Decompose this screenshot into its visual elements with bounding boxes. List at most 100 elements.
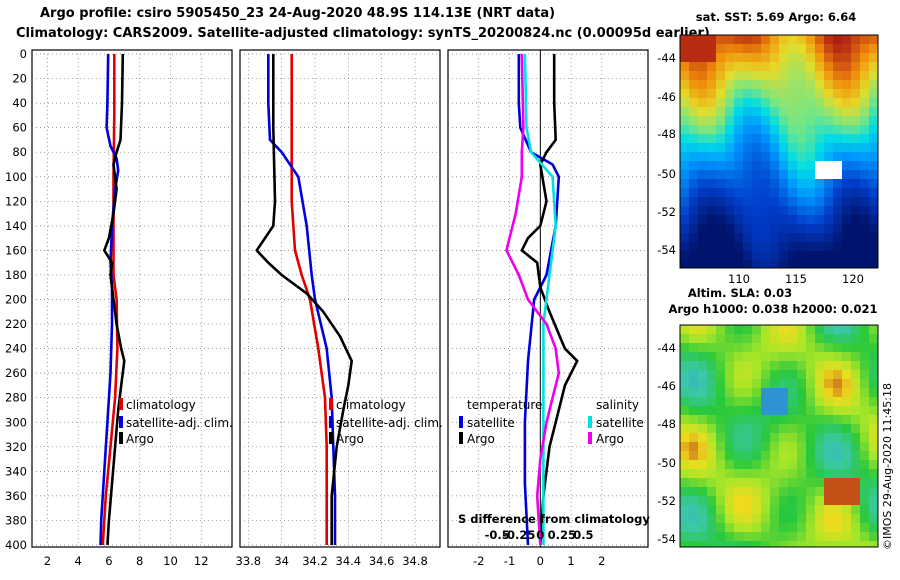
sla-map-cell [860,514,869,523]
sla-map-cell [716,487,725,496]
sst-map-cell [734,35,743,44]
sst-map-cell [869,143,878,152]
figure-title-line2: Climatology: CARS2009. Satellite-adjuste… [16,26,710,41]
sst-map-cell [779,260,788,268]
sst-map-cell [833,224,842,233]
sst-map-cell [806,242,815,251]
sst-map-cell [842,251,851,260]
sst-map-cell [770,188,779,197]
sla-map-cell [869,523,878,532]
sla-map-cell [770,379,779,388]
sla-map-cell [788,496,797,505]
sst-map-cell [797,197,806,206]
sst-map-cell [707,179,716,188]
sla-map-cell [680,433,689,442]
sla-map-cell [815,406,824,415]
sst-map-cell [833,125,842,134]
sla-map-cell [815,325,824,334]
sla-map-cell [680,352,689,361]
sst-map-cell [761,206,770,215]
sst-map-cell [716,242,725,251]
sst-map-cell [842,206,851,215]
sla-map-cell [824,523,833,532]
sst-map-cell [761,80,770,89]
sla-map-cell [743,505,752,514]
sla-map-cell [761,343,770,352]
depth-tick-label: 180 [5,268,27,282]
sla-map-cell [698,451,707,460]
sla-map-cell [752,397,761,406]
sla-map-cell [851,541,860,547]
sst-map-cell [788,197,797,206]
sst-map-cell [743,224,752,233]
sst-map-cell [743,170,752,179]
sst-map-cell [725,44,734,53]
xtick-label: -1 [504,554,515,568]
sst-map-cell [761,224,770,233]
sst-map-cell [815,179,824,188]
sst-map-cell [680,143,689,152]
sla-map-cell [716,415,725,424]
sla-map-cell [770,397,779,406]
sla-map-cell [833,343,842,352]
sla-map-cell [788,343,797,352]
sst-map-cell [734,197,743,206]
legend-label-sal-argo: Argo [596,432,624,446]
sla-map-cell [869,505,878,514]
sst-map-cell [743,242,752,251]
legend-label-sal-satellite: satellite [596,416,644,430]
sla-map-cell [689,505,698,514]
sla-map-cell [824,487,833,496]
sst-map-cell [851,251,860,260]
sla-map-cell [689,415,698,424]
sla-map-cell [707,424,716,433]
sla-map-cell [743,433,752,442]
sla-map-cell [833,451,842,460]
depth-tick-label: 300 [5,415,27,429]
sst-map-cell [842,179,851,188]
sst-map-cell [770,125,779,134]
sla-map-cell [869,379,878,388]
sla-map-cell [797,469,806,478]
sla-map-cell [716,361,725,370]
sst-map-cell [824,98,833,107]
sla-map-cell [806,451,815,460]
difference-panel-frame [447,49,649,548]
legend-label-temp-satellite: satellite [467,416,515,430]
sst-map-cell [806,89,815,98]
sst-map-cell [698,152,707,161]
sst-map-cell [716,224,725,233]
sst-map-cell [788,35,797,44]
sla-map-cell [698,433,707,442]
sla-map-cell [788,433,797,442]
sla-map-cell [851,424,860,433]
sst-map-cell [851,116,860,125]
sst-map-cell [806,125,815,134]
sla-map-cell [860,397,869,406]
sla-map-cell [833,496,842,505]
sla-map-cell [788,415,797,424]
sst-map-cell [869,233,878,242]
sla-map-cell [860,505,869,514]
sst-map-cell [680,251,689,260]
sst-map-cell [689,197,698,206]
sst-map-cell [851,98,860,107]
sla-map-cell [707,334,716,343]
sst-map-cell [833,44,842,53]
sla-map-cell [860,325,869,334]
sla-map-cell [842,352,851,361]
sla-map-cell [707,325,716,334]
sst-map-cell [734,71,743,80]
sst-map-cell [752,233,761,242]
sst-map-cell [851,242,860,251]
sla-map-cell [833,424,842,433]
sst-map-cell [680,179,689,188]
sst-map-cell [752,53,761,62]
sla-map-cell [734,469,743,478]
sla-map-cell [851,505,860,514]
sst-map-cell [851,260,860,268]
sst-map-cell [788,71,797,80]
sla-map-cell [770,352,779,361]
sla-map-cell [842,460,851,469]
sla-map-cell [824,442,833,451]
